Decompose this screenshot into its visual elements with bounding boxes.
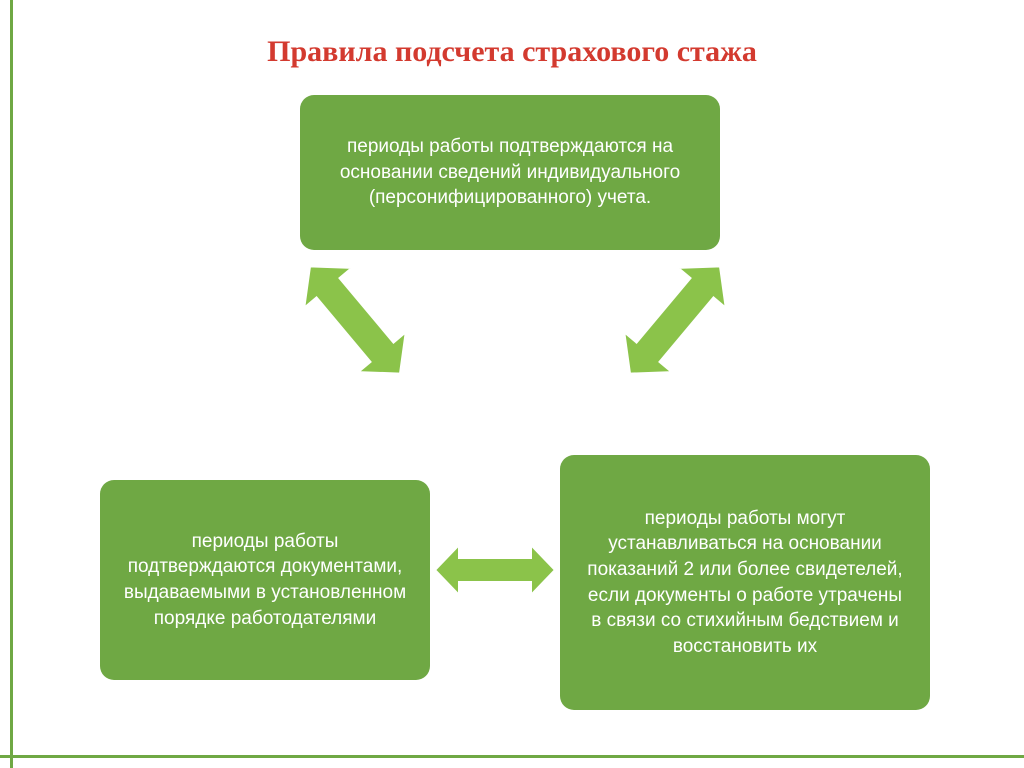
double-arrow-icon [286,246,423,393]
arrow-top-left [276,237,435,402]
arrow-top-right [596,237,755,402]
box-top-text: периоды работы подтверждаются на основан… [322,134,698,211]
box-left-text: периоды работы подтверждаются документам… [122,529,408,632]
box-right: периоды работы могут устанавливаться на … [560,455,930,710]
double-arrow-icon [606,246,743,393]
decorative-border-left [10,0,13,768]
box-top: периоды работы подтверждаются на основан… [300,95,720,250]
arrow-bottom [435,535,555,605]
double-arrow-icon [435,545,555,595]
box-left: периоды работы подтверждаются документам… [100,480,430,680]
page-title: Правила подсчета страхового стажа [0,0,1024,69]
decorative-border-bottom [0,755,1024,758]
box-right-text: периоды работы могут устанавливаться на … [582,506,908,660]
